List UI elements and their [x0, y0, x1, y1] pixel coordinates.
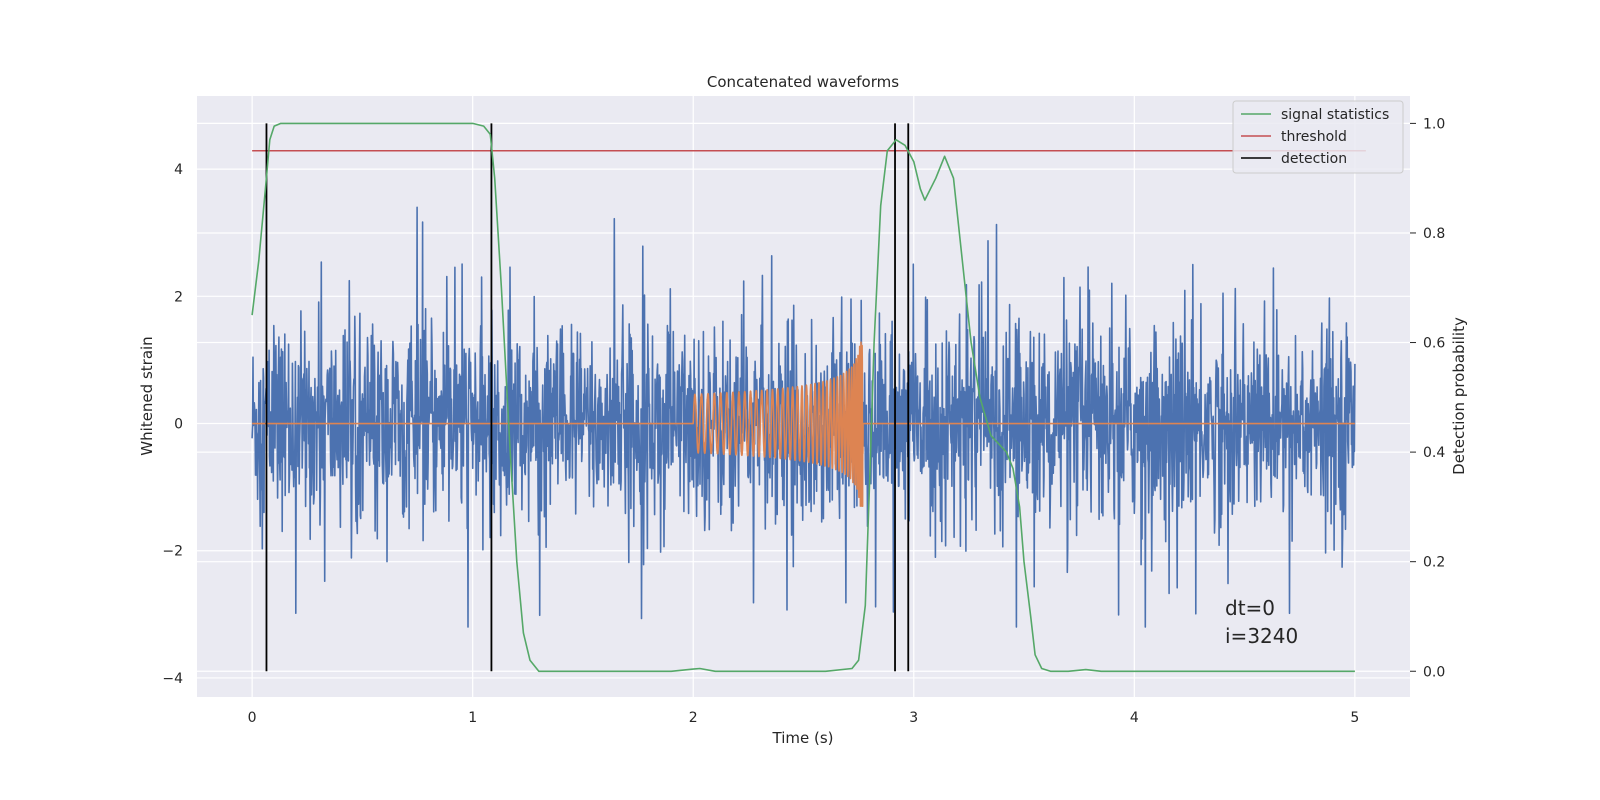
legend-label-detection: detection: [1281, 151, 1347, 167]
y2-tick-label: 0.4: [1423, 445, 1445, 461]
x-tick-label: 0: [248, 710, 257, 726]
detection-series: [265, 123, 910, 672]
x-tick-label: 4: [1130, 710, 1139, 726]
y2-axis-label: Detection probability: [1450, 317, 1468, 475]
y-axis-right: 0.0 0.2 0.4 0.6 0.8 1.0: [1410, 116, 1445, 680]
y-tick-label: −4: [162, 671, 183, 687]
x-axis-label: Time (s): [772, 729, 834, 747]
x-tick-label: 3: [909, 710, 918, 726]
x-tick-label: 1: [468, 710, 477, 726]
chirp-waveform-line: [252, 341, 1355, 507]
legend-label-signal-statistics: signal statistics: [1281, 107, 1389, 123]
annotation-index: i=3240: [1225, 624, 1298, 648]
x-axis: 0 1 2 3 4 5: [248, 710, 1360, 726]
x-tick-label: 2: [689, 710, 698, 726]
signal-statistics-line: [251, 122, 1355, 673]
signal-statistics-series: [251, 122, 1355, 673]
y-axis-label: Whitened strain: [138, 336, 156, 455]
legend: signal statistics threshold detection: [1232, 100, 1404, 174]
y2-tick-label: 0.0: [1423, 664, 1445, 680]
x-tick-label: 5: [1350, 710, 1359, 726]
y2-tick-label: 0.2: [1423, 555, 1445, 571]
chirp-waveform-series: [252, 341, 1355, 507]
y-tick-label: 2: [174, 289, 183, 305]
y-tick-label: −2: [162, 544, 183, 560]
annotation-dt: dt=0: [1225, 596, 1275, 620]
y-axis-left: −4 −2 0 2 4: [162, 162, 183, 687]
legend-label-threshold: threshold: [1281, 129, 1347, 145]
legend-box: [1232, 100, 1404, 174]
y-tick-label: 0: [174, 417, 183, 433]
y-tick-label: 4: [174, 162, 183, 178]
y2-tick-label: 0.8: [1423, 226, 1445, 242]
chart-title: Concatenated waveforms: [707, 73, 899, 91]
y2-tick-label: 1.0: [1423, 116, 1445, 132]
y2-tick-label: 0.6: [1423, 336, 1445, 352]
